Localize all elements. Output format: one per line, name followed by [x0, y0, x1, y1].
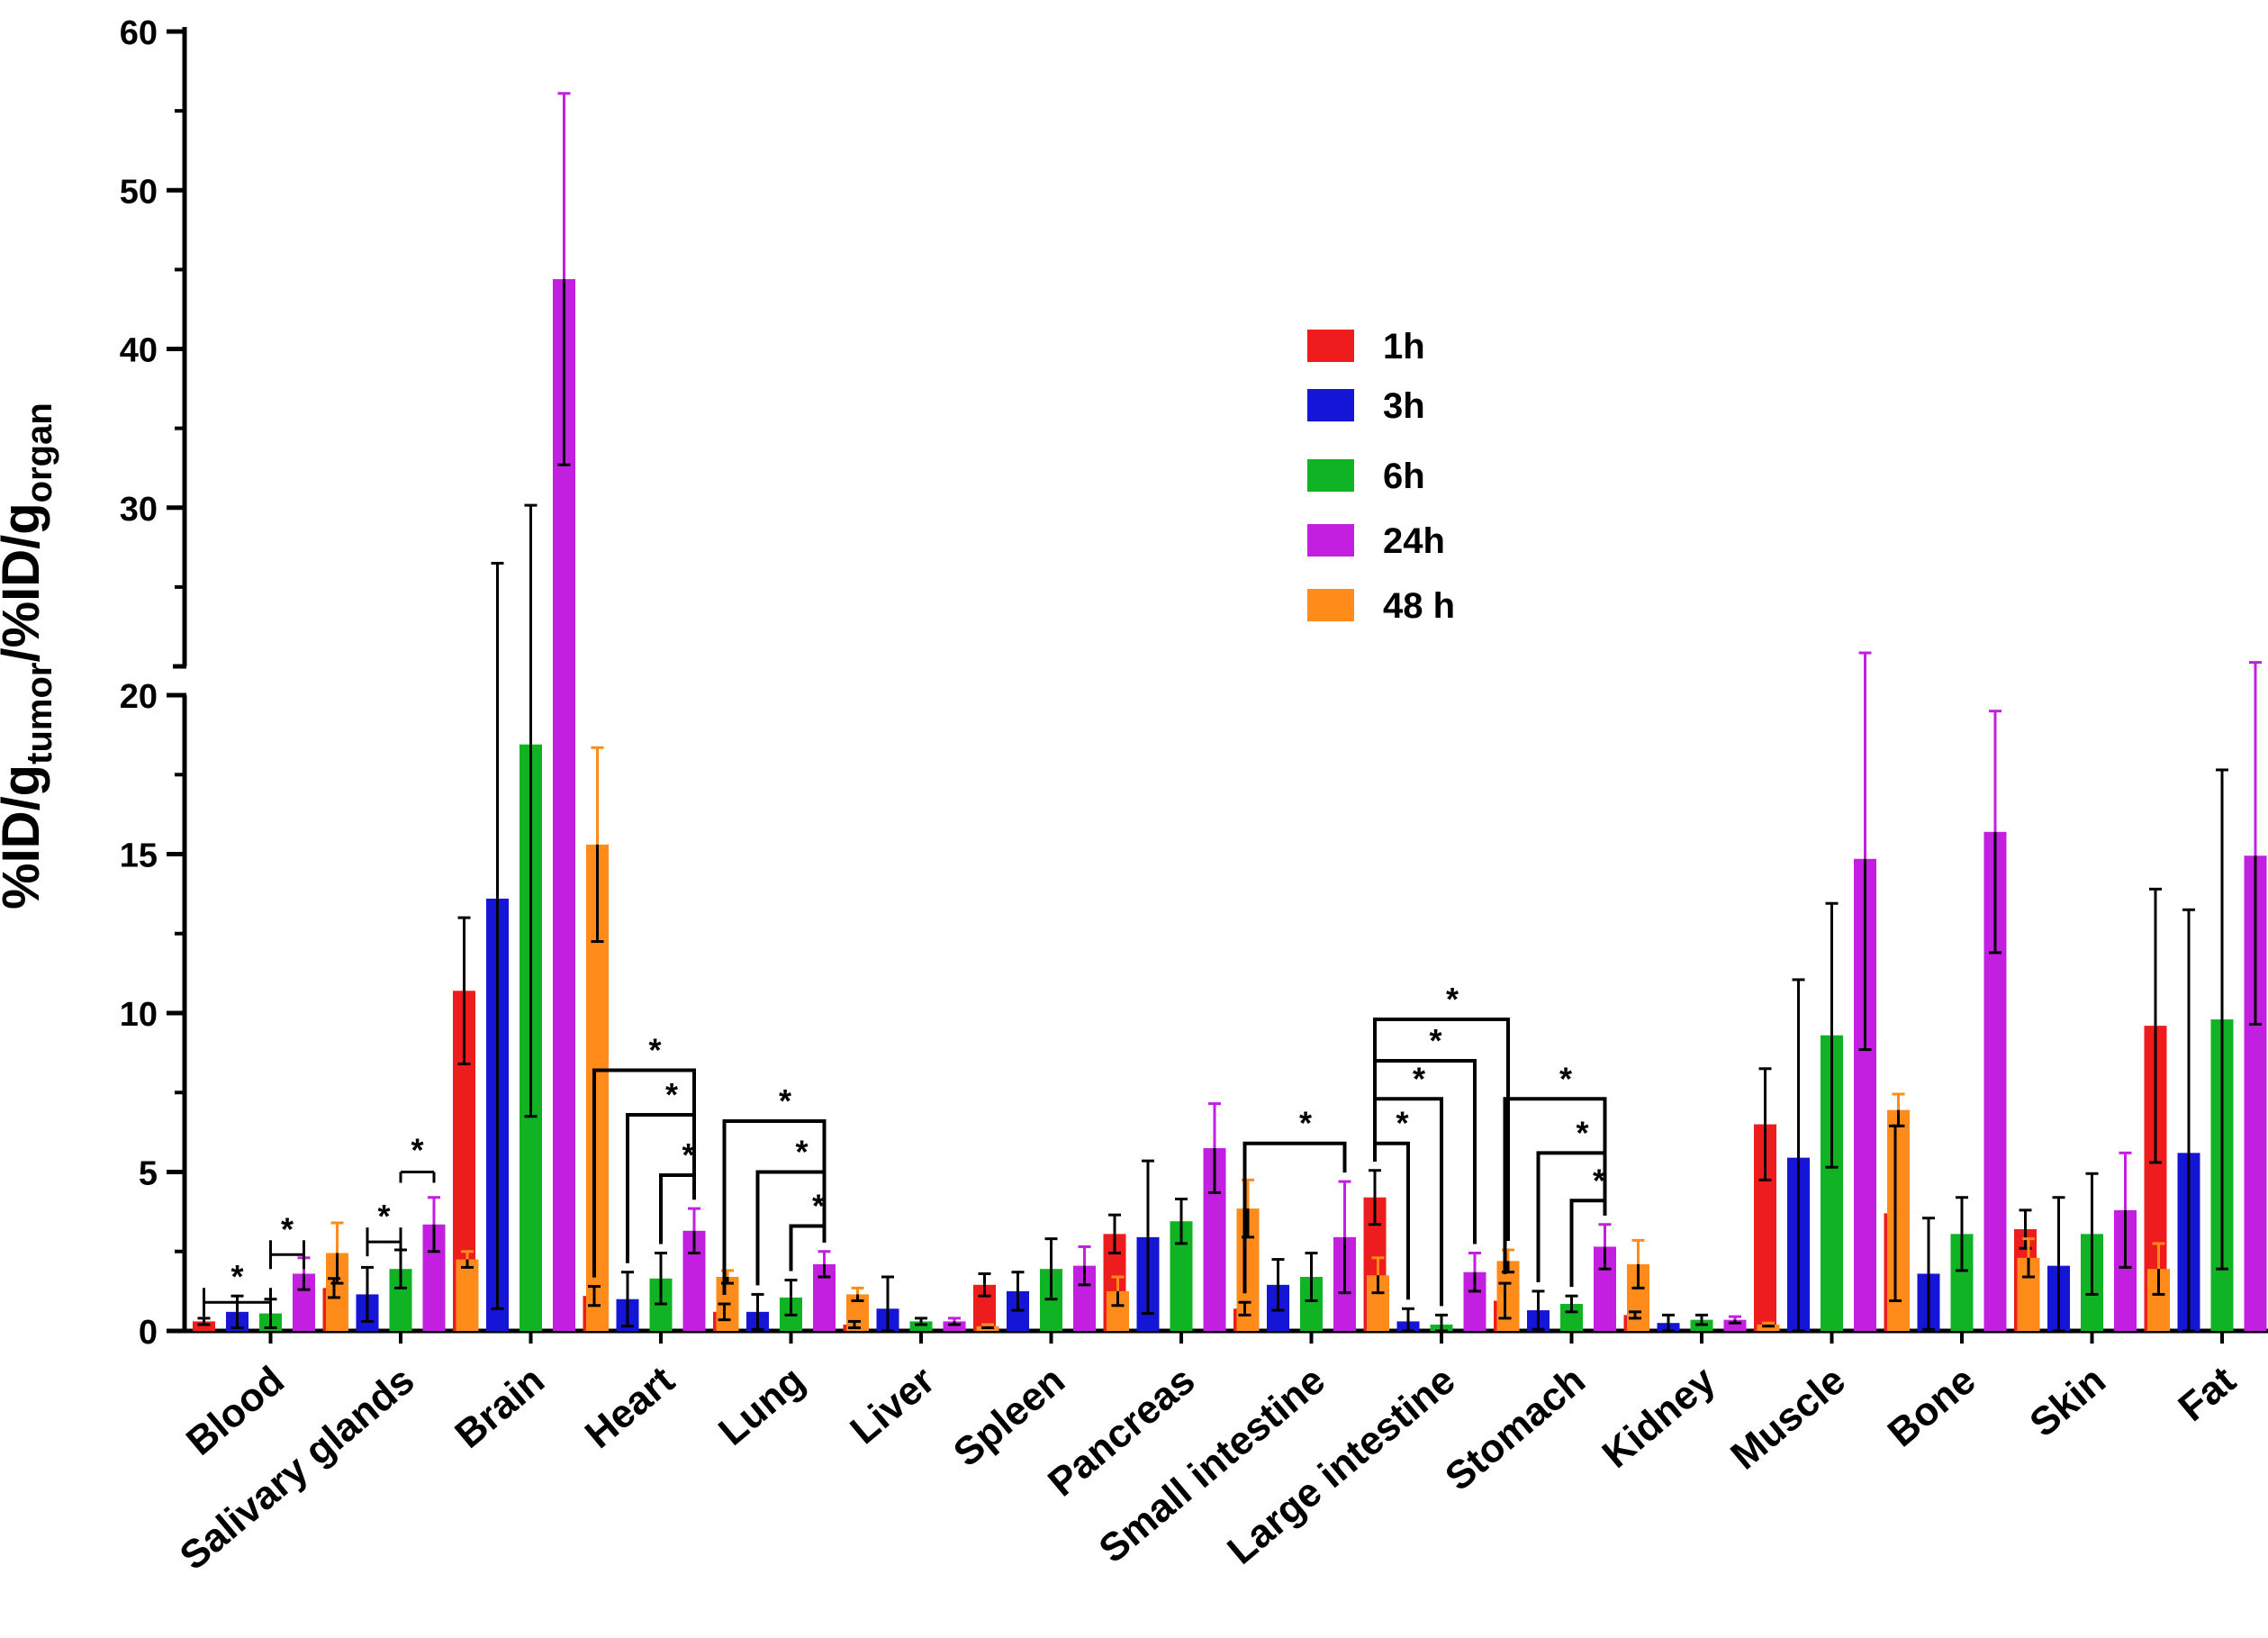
- significance-bracket: *: [755, 1134, 827, 1286]
- category-label: Liver: [842, 1358, 943, 1452]
- significance-star: *: [665, 1076, 678, 1113]
- significance-bracket: *: [592, 1032, 696, 1278]
- bar: [1757, 1324, 1780, 1331]
- significance-bracket: *: [789, 1188, 827, 1271]
- significance-star: *: [1396, 1105, 1408, 1142]
- significance-bracket: *: [1569, 1162, 1607, 1288]
- significance-bracket: *: [659, 1136, 696, 1244]
- significance-brackets: ** ****************: [203, 981, 1607, 1317]
- y-tick-label: 60: [120, 14, 158, 52]
- bracket-line: [659, 1173, 696, 1244]
- legend-swatch: [1307, 330, 1354, 362]
- legend-swatch: [1307, 459, 1354, 492]
- significance-bracket: *: [203, 1258, 272, 1317]
- bar: [909, 1321, 933, 1331]
- axis-break-gap: [162, 670, 2268, 692]
- significance-star: *: [1576, 1114, 1588, 1151]
- bracket-line: [789, 1224, 827, 1271]
- legend-item: 3h: [1307, 386, 1425, 426]
- category-label: Lung: [710, 1358, 813, 1454]
- legend: 1h 3h 6h 24h 48 h: [1307, 327, 1455, 626]
- significance-star: *: [230, 1258, 243, 1295]
- significance-bracket: *: [366, 1198, 402, 1257]
- significance-bracket: *: [1373, 1060, 1443, 1307]
- y-axis-label: %ID/gtumor/%ID/gorgan: [0, 403, 59, 909]
- category-label: Spleen: [945, 1358, 1073, 1475]
- significance-star: *: [1559, 1060, 1572, 1097]
- bracket-line: [1503, 1097, 1607, 1275]
- legend-label: 48 h: [1383, 586, 1455, 626]
- y-tick-label: 20: [120, 678, 158, 716]
- significance-star: *: [648, 1032, 661, 1069]
- bar: [943, 1321, 966, 1331]
- significance-star: *: [1299, 1105, 1312, 1142]
- significance-bracket: *: [722, 1082, 827, 1295]
- bracket-line: [755, 1170, 827, 1286]
- legend-item: 1h: [1307, 327, 1425, 367]
- category-label: Kidney: [1595, 1358, 1724, 1477]
- bracket-line: [1569, 1199, 1607, 1288]
- bar: [193, 1321, 215, 1331]
- category-label: Fat: [2170, 1358, 2244, 1430]
- category-label: Brain: [447, 1358, 553, 1457]
- legend-item: 6h: [1307, 457, 1425, 496]
- bracket-line: [1373, 1141, 1410, 1300]
- y-tick-label: 30: [120, 491, 158, 529]
- bracket-line: [1536, 1151, 1607, 1282]
- legend-label: 3h: [1383, 386, 1425, 426]
- category-label: Heart: [577, 1358, 683, 1457]
- significance-star: *: [1593, 1162, 1605, 1199]
- bar: [456, 1259, 479, 1331]
- significance-star: *: [682, 1136, 694, 1173]
- significance-star: *: [795, 1134, 808, 1171]
- significance-bracket: *: [269, 1210, 305, 1270]
- significance-star: *: [281, 1210, 294, 1247]
- significance-star: *: [1429, 1022, 1441, 1059]
- legend-swatch: [1307, 589, 1354, 621]
- bracket-line: [626, 1112, 696, 1263]
- category-label: Large intestine: [1219, 1358, 1463, 1573]
- category-label: Stomach: [1437, 1358, 1594, 1499]
- category-label: Blood: [178, 1358, 293, 1464]
- bracket-line: [722, 1119, 827, 1295]
- category-label: Bone: [1880, 1358, 1984, 1455]
- legend-label: 1h: [1383, 327, 1425, 367]
- category-label: Small intestine: [1091, 1358, 1333, 1571]
- legend-item: 48 h: [1307, 586, 1455, 626]
- significance-bracket: *: [1536, 1114, 1607, 1282]
- significance-star: *: [411, 1132, 423, 1169]
- y-tick-label: 10: [120, 996, 158, 1034]
- category-label: Muscle: [1722, 1358, 1854, 1478]
- category-label: Salivary glands: [172, 1358, 423, 1579]
- y-tick-label: 40: [120, 332, 158, 370]
- significance-star: *: [812, 1188, 825, 1225]
- legend-swatch: [1307, 389, 1354, 421]
- legend-label: 6h: [1383, 457, 1425, 496]
- significance-star: *: [377, 1198, 390, 1235]
- significance-star: *: [1446, 981, 1459, 1018]
- y-tick-label: 5: [139, 1155, 158, 1193]
- significance-bracket: *: [626, 1076, 696, 1263]
- y-tick-label: 50: [120, 173, 158, 211]
- bar: [1887, 1109, 1910, 1331]
- significance-bracket: *: [1373, 1105, 1410, 1300]
- significance-bracket: *: [1373, 1022, 1477, 1244]
- significance-bracket: *: [1503, 1060, 1607, 1275]
- legend-swatch: [1307, 524, 1354, 557]
- bracket-line: [1373, 1097, 1443, 1307]
- legend-label: 24h: [1383, 521, 1445, 561]
- legend-item: 24h: [1307, 521, 1445, 561]
- error-bars: [197, 92, 2262, 1333]
- y-tick-label: 15: [120, 837, 158, 875]
- category-label: Skin: [2021, 1358, 2114, 1445]
- bracket-line: [1242, 1141, 1347, 1294]
- significance-star: *: [779, 1082, 791, 1119]
- significance-star: *: [1413, 1060, 1425, 1097]
- significance-bracket: *: [1242, 1105, 1347, 1294]
- significance-bracket: *: [399, 1132, 436, 1183]
- y-tick-label: 0: [139, 1314, 158, 1352]
